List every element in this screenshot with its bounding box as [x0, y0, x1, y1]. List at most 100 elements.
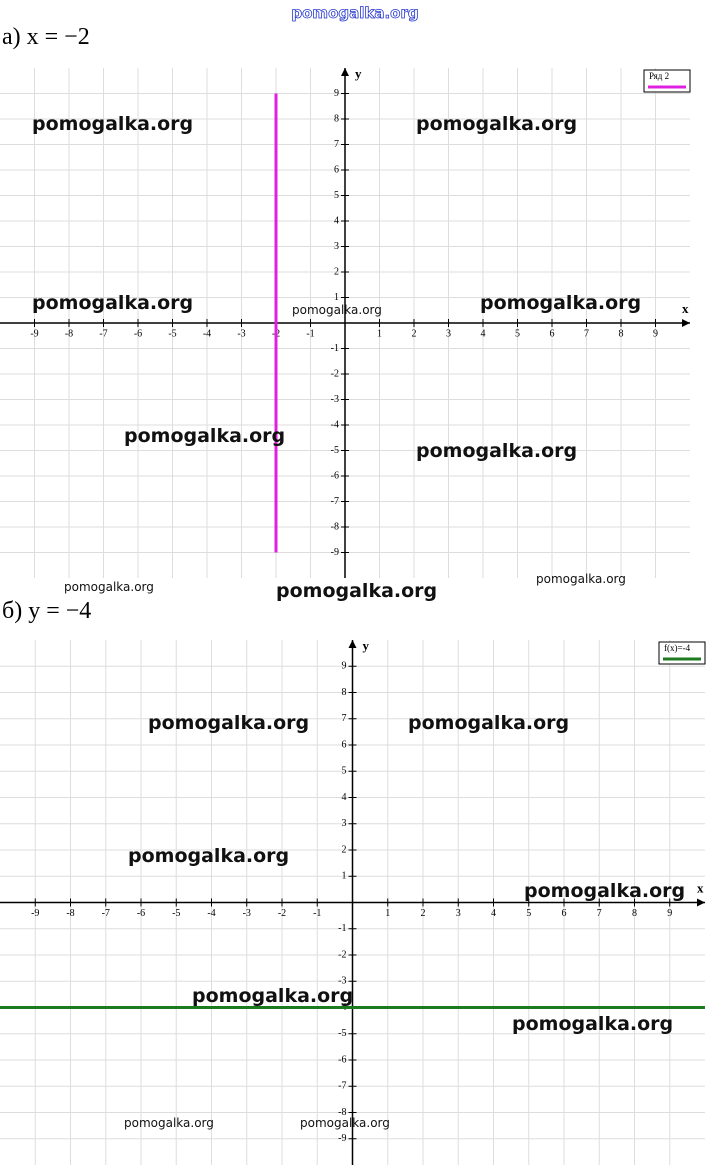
y-tick-label: 5 — [334, 190, 339, 201]
y-axis-label: y — [363, 638, 370, 653]
x-axis-arrow — [697, 898, 705, 907]
x-axis-arrow — [682, 319, 690, 327]
y-tick-label: 4 — [334, 215, 339, 226]
x-tick-label: -7 — [102, 908, 110, 919]
x-axis-label: x — [697, 881, 704, 896]
y-tick-label: 1 — [342, 871, 347, 882]
y-tick-label: 4 — [342, 792, 347, 803]
x-tick-label: -5 — [168, 328, 176, 339]
y-tick-label: 8 — [342, 687, 347, 698]
watermark: pomogalka.org — [124, 425, 285, 447]
x-tick-label: -3 — [243, 908, 251, 919]
watermark: pomogalka.org — [300, 1116, 390, 1130]
watermark: pomogalka.org — [480, 292, 641, 314]
x-tick-label: 1 — [385, 908, 390, 919]
watermark: pomogalka.org — [32, 292, 193, 314]
watermark: pomogalka.org — [408, 712, 569, 734]
y-tick-label: -8 — [338, 1107, 346, 1118]
y-tick-label: -9 — [331, 547, 339, 558]
watermark: pomogalka.org — [148, 712, 309, 734]
y-tick-label: 3 — [334, 241, 339, 252]
y-tick-label: 6 — [342, 739, 347, 750]
y-tick-label: -3 — [338, 976, 346, 987]
y-axis-label: y — [355, 66, 362, 81]
y-tick-label: -6 — [338, 1054, 346, 1065]
watermark: pomogalka.org — [124, 1116, 214, 1130]
watermark: pomogalka.org — [192, 985, 353, 1007]
y-tick-label: -7 — [331, 496, 339, 507]
watermark: pomogalka.org — [524, 880, 685, 902]
x-tick-label: 7 — [584, 328, 589, 339]
x-tick-label: 8 — [619, 328, 624, 339]
x-tick-label: -9 — [31, 908, 39, 919]
x-tick-label: 9 — [667, 908, 672, 919]
x-tick-label: -2 — [278, 908, 286, 919]
y-tick-label: -2 — [331, 368, 339, 379]
x-tick-label: 4 — [491, 908, 496, 919]
y-tick-label: -3 — [331, 394, 339, 405]
watermark: pomogalka.org — [32, 113, 193, 135]
y-tick-label: -4 — [331, 419, 339, 430]
x-tick-label: 9 — [653, 328, 658, 339]
y-axis-arrow — [348, 640, 357, 648]
watermark: pomogalka.org — [416, 440, 577, 462]
y-axis-arrow — [341, 68, 349, 76]
y-tick-label: -1 — [338, 923, 346, 934]
x-tick-label: -4 — [207, 908, 215, 919]
x-tick-label: 6 — [550, 328, 555, 339]
x-tick-label: -8 — [66, 908, 74, 919]
y-tick-label: 9 — [334, 88, 339, 99]
x-tick-label: -3 — [237, 328, 245, 339]
watermark: pomogalka.org — [536, 572, 626, 586]
x-tick-label: -6 — [134, 328, 142, 339]
y-tick-label: 7 — [334, 139, 339, 150]
x-tick-label: 4 — [481, 328, 486, 339]
x-tick-label: 6 — [562, 908, 567, 919]
x-tick-label: 3 — [446, 328, 451, 339]
y-tick-label: 2 — [342, 844, 347, 855]
x-tick-label: 5 — [515, 328, 520, 339]
legend-label: f(x)=-4 — [664, 643, 691, 653]
x-axis-label: x — [682, 301, 689, 316]
watermark: pomogalka.org — [64, 580, 154, 594]
y-tick-label: 9 — [342, 661, 347, 672]
x-tick-label: 8 — [632, 908, 637, 919]
watermark: pomogalka.org — [128, 845, 289, 867]
x-tick-label: -7 — [99, 328, 107, 339]
chart-title: а) x = −2 — [2, 24, 90, 50]
y-tick-label: 5 — [342, 766, 347, 777]
x-tick-label: 7 — [597, 908, 602, 919]
y-tick-label: 7 — [342, 713, 347, 724]
y-tick-label: -9 — [338, 1133, 346, 1144]
x-tick-label: 2 — [412, 328, 417, 339]
x-tick-label: 3 — [456, 908, 461, 919]
x-tick-label: -6 — [137, 908, 145, 919]
watermark: pomogalka.org — [292, 303, 382, 317]
watermark: pomogalka.org — [416, 113, 577, 135]
x-tick-label: -1 — [306, 328, 314, 339]
x-tick-label: 5 — [526, 908, 531, 919]
x-tick-label: -4 — [203, 328, 211, 339]
y-tick-label: 6 — [334, 164, 339, 175]
x-tick-label: -1 — [313, 908, 321, 919]
x-tick-label: -9 — [30, 328, 38, 339]
y-tick-label: 1 — [334, 292, 339, 303]
x-tick-label: 1 — [377, 328, 382, 339]
legend-label: Ряд 2 — [649, 71, 669, 81]
header-watermark: pomogalka.org — [291, 4, 418, 22]
y-tick-label: -8 — [331, 521, 339, 532]
chart-title: б) y = −4 — [2, 598, 91, 624]
watermark: pomogalka.org — [276, 580, 437, 602]
y-tick-label: -1 — [331, 343, 339, 354]
x-tick-label: 2 — [421, 908, 426, 919]
y-tick-label: -7 — [338, 1081, 346, 1092]
y-tick-label: -2 — [338, 949, 346, 960]
x-tick-label: -8 — [65, 328, 73, 339]
y-tick-label: 3 — [342, 818, 347, 829]
y-tick-label: 2 — [334, 266, 339, 277]
x-tick-label: -5 — [172, 908, 180, 919]
y-tick-label: -5 — [338, 1028, 346, 1039]
y-tick-label: 8 — [334, 113, 339, 124]
y-tick-label: -5 — [331, 445, 339, 456]
